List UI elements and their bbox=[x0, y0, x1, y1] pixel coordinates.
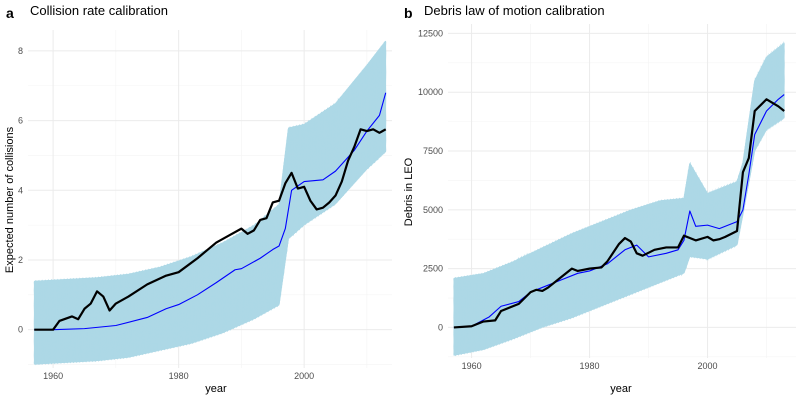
y-tick-label: 12500 bbox=[418, 28, 443, 38]
x-tick-label: 1960 bbox=[462, 361, 482, 371]
panel-a-y-axis-title: Expected number of collisions bbox=[4, 126, 16, 273]
y-tick-label: 10000 bbox=[418, 87, 443, 97]
panel-b-simulation-band bbox=[453, 41, 785, 357]
panel-b-x-axis-title: year bbox=[610, 383, 632, 395]
observed-series-line bbox=[453, 98, 785, 329]
y-tick-label: 0 bbox=[438, 322, 443, 332]
y-tick-label: 5000 bbox=[423, 205, 443, 215]
panel-b-title: Debris law of motion calibration bbox=[424, 3, 605, 18]
y-tick-label: 2 bbox=[18, 255, 23, 265]
panel-a-lines bbox=[34, 92, 387, 331]
model-series-line bbox=[34, 92, 387, 331]
simulation-run-line bbox=[33, 46, 387, 366]
x-tick-label: 1980 bbox=[169, 371, 189, 381]
panel-a-simulation-band bbox=[33, 40, 387, 366]
panel-b-tick-labels: 1960 1980 2000 0 2500 5000 7500 10000 12500 bbox=[418, 28, 718, 371]
x-tick-label: 1980 bbox=[580, 361, 600, 371]
x-tick-label: 2000 bbox=[698, 361, 718, 371]
x-tick-label: 1960 bbox=[43, 371, 63, 381]
y-tick-label: 8 bbox=[18, 46, 23, 56]
panel-b-y-axis-title: Debris in LEO bbox=[403, 157, 415, 226]
observed-series-line bbox=[34, 128, 387, 331]
panel-a-letter: a bbox=[6, 5, 14, 21]
panel-b-lines bbox=[453, 94, 785, 329]
panel-a-tick-labels: 1960 1980 2000 0 2 4 6 8 bbox=[18, 46, 314, 381]
panel-a: a Collision rate calibration 1960 1980 200… bbox=[4, 3, 392, 395]
panel-a-x-axis-title: year bbox=[205, 383, 227, 395]
y-tick-label: 7500 bbox=[423, 146, 443, 156]
y-tick-label: 6 bbox=[18, 116, 23, 126]
panel-b-letter: b bbox=[404, 5, 413, 21]
x-tick-label: 2000 bbox=[294, 371, 314, 381]
y-tick-label: 2500 bbox=[423, 264, 443, 274]
y-tick-label: 4 bbox=[18, 185, 23, 195]
panel-a-title: Collision rate calibration bbox=[30, 3, 168, 18]
panel-b: b Debris law of motion calibration 1960 1… bbox=[403, 3, 796, 395]
y-tick-label: 0 bbox=[18, 325, 23, 335]
